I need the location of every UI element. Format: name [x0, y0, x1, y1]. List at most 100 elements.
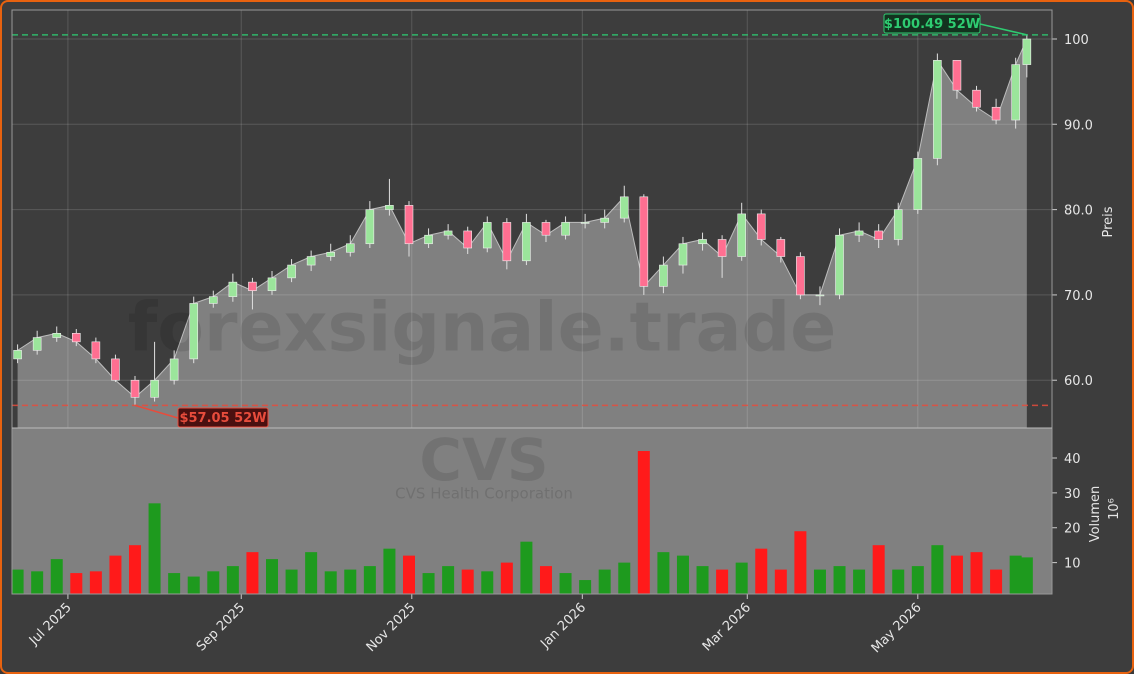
volume-bar — [676, 555, 689, 594]
volume-bar — [774, 569, 787, 594]
candle-body — [796, 256, 805, 296]
candle-body — [443, 230, 453, 236]
y-tick-label: 80.0 — [1064, 204, 1093, 219]
candle-body — [482, 222, 492, 249]
plot-border — [11, 9, 1053, 595]
x-tick-label: Jan 2026 — [537, 600, 589, 652]
annotation-box — [177, 407, 269, 428]
annotation-box — [883, 13, 981, 34]
volume-bar — [246, 552, 259, 594]
volume-bar — [911, 566, 924, 594]
candle-body — [893, 209, 903, 240]
candle-body — [91, 341, 101, 360]
volume-bar — [442, 566, 455, 594]
volume-bar — [344, 569, 357, 594]
candle-body — [717, 239, 727, 257]
candle-body — [287, 264, 296, 279]
volume-bar — [363, 566, 376, 594]
volume-bar — [520, 541, 533, 594]
volume-bar — [892, 569, 905, 594]
candle-body — [228, 281, 238, 297]
volume-bar — [129, 545, 142, 594]
watermark-symbol: CVS — [419, 426, 548, 494]
volume-bar — [696, 566, 709, 594]
volume-bar — [226, 566, 239, 594]
volume-bar — [50, 559, 63, 594]
candle-body — [502, 222, 512, 262]
candle-body — [365, 209, 375, 245]
candle-body — [1022, 38, 1032, 65]
candle-body — [345, 243, 355, 253]
volume-bar — [970, 552, 983, 594]
candle-body — [952, 60, 962, 91]
annotation-label: $100.49 52W — [884, 17, 980, 32]
candle-body — [189, 303, 199, 360]
volume-bar — [755, 548, 768, 594]
y-tick-label: 10 — [1064, 557, 1081, 572]
candle-body — [32, 337, 42, 351]
volume-bar — [559, 573, 572, 594]
candle-body — [541, 222, 551, 236]
volume-bar — [383, 548, 396, 594]
candle-body — [776, 239, 786, 257]
volume-bar — [539, 566, 552, 594]
y-tick-label: 40 — [1064, 452, 1081, 467]
candle-body — [326, 251, 336, 257]
x-tick-label: Nov 2025 — [364, 600, 419, 655]
volume-bar — [285, 569, 298, 594]
y-axis-label: Volumen — [1088, 486, 1103, 543]
volume-bar — [402, 555, 415, 594]
y-tick-label: 20 — [1064, 522, 1081, 537]
volume-bar — [11, 569, 24, 594]
volume-bar — [207, 571, 220, 594]
candle-body — [854, 230, 864, 236]
volume-bar — [931, 545, 944, 594]
volume-bar — [813, 569, 826, 594]
candle-body — [991, 106, 1001, 121]
candle-body — [463, 230, 472, 249]
x-tick-label: May 2026 — [869, 600, 925, 656]
candle-body — [404, 205, 414, 245]
volume-bar — [305, 552, 318, 594]
candle-body — [913, 158, 923, 210]
volume-bar — [735, 562, 748, 594]
candle-body — [522, 222, 531, 262]
candle-body — [972, 89, 981, 108]
volume-bar — [266, 559, 278, 594]
candle-body — [169, 358, 179, 381]
volume-bar — [579, 580, 592, 594]
volume-bar — [990, 569, 1003, 594]
candle-body — [659, 264, 668, 287]
candle-body — [933, 60, 942, 159]
candle-body — [835, 234, 844, 296]
candle-body — [111, 358, 120, 381]
candle-body — [600, 217, 609, 223]
candle-body — [737, 213, 746, 257]
volume-bar — [324, 571, 337, 594]
volume-bar — [637, 451, 650, 594]
volume-bar — [31, 571, 44, 594]
volume-bar — [89, 571, 102, 594]
candle-body — [424, 234, 433, 245]
candle-body — [248, 281, 257, 291]
volume-bar — [109, 555, 122, 594]
x-tick-label: Jul 2025 — [26, 600, 75, 649]
candle-body — [815, 294, 825, 297]
candle-body — [639, 196, 649, 287]
candle-body — [580, 222, 590, 224]
candle-body — [756, 213, 766, 240]
candle-body — [698, 239, 707, 245]
candle-body — [208, 296, 218, 304]
y-tick-label: 70.0 — [1064, 289, 1093, 304]
volume-bar — [500, 562, 513, 594]
y-tick-label: 30 — [1064, 487, 1081, 502]
volume-bar — [187, 576, 200, 594]
candle-body — [267, 277, 277, 291]
watermark: forexsignale.trade — [128, 289, 837, 368]
volume-bar — [70, 573, 83, 594]
volume-bar — [872, 545, 885, 594]
x-tick-label: Sep 2025 — [194, 600, 248, 654]
candle-body — [678, 243, 688, 266]
